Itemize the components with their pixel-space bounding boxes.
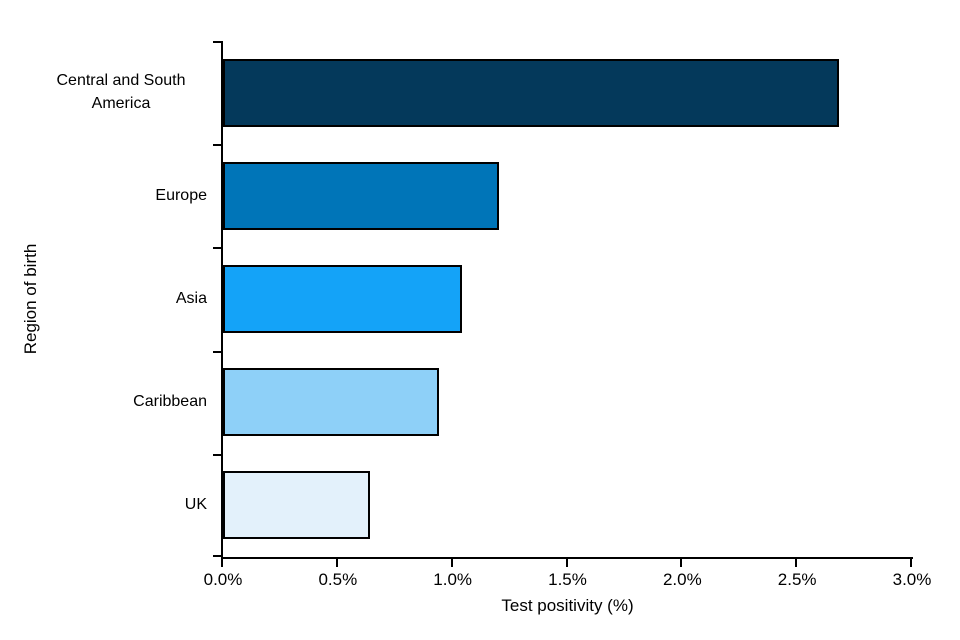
category-label-caribbean: Caribbean [133, 392, 207, 410]
category-row-caribbean: Caribbean [0, 351, 207, 454]
bar-asia [223, 265, 462, 333]
category-label-central-and-south-america: Central and South America [56, 72, 186, 112]
x-tick-0-5 [335, 559, 338, 567]
x-tick-2-0 [680, 559, 683, 567]
x-tick-label-2-5: 2.5% [777, 570, 817, 589]
x-axis-line [221, 557, 913, 559]
bar-central-and-south-america [223, 58, 839, 127]
bar-europe [223, 161, 499, 230]
x-tick-label-1-5: 1.5% [548, 570, 587, 589]
y-axis-tick [213, 247, 223, 249]
category-row-central-and-south-america: Central and South America [0, 41, 207, 144]
x-tick-0-0 [221, 559, 223, 567]
category-label-uk: UK [184, 496, 207, 514]
x-tick-2-5 [795, 559, 798, 567]
bar-uk [223, 471, 370, 540]
y-axis-tick [213, 454, 223, 456]
x-tick-3-0 [910, 559, 912, 567]
x-tick-label-1-0: 1.0% [433, 570, 473, 589]
x-tick-label-0-5: 0.5% [318, 570, 358, 589]
category-row-uk: UK [0, 454, 207, 557]
category-label-europe: Europe [155, 186, 207, 204]
category-row-europe: Europe [0, 144, 207, 247]
y-axis-tick [213, 41, 223, 43]
y-axis-tick [213, 555, 223, 557]
x-tick-label-3-0: 3.0% [892, 570, 932, 589]
x-tick-label-0-0: 0.0% [203, 570, 243, 589]
category-row-asia: Asia [0, 247, 207, 350]
x-tick-label-2-0: 2.0% [662, 570, 702, 589]
x-axis-title: Test positivity (%) [501, 596, 634, 615]
bar-caribbean [223, 368, 439, 437]
y-axis-tick [213, 144, 223, 146]
x-tick-1-5 [565, 559, 568, 567]
y-axis-line [221, 41, 223, 559]
y-axis-tick [213, 351, 223, 353]
category-label-asia: Asia [175, 289, 207, 307]
x-tick-1-0 [450, 559, 453, 567]
